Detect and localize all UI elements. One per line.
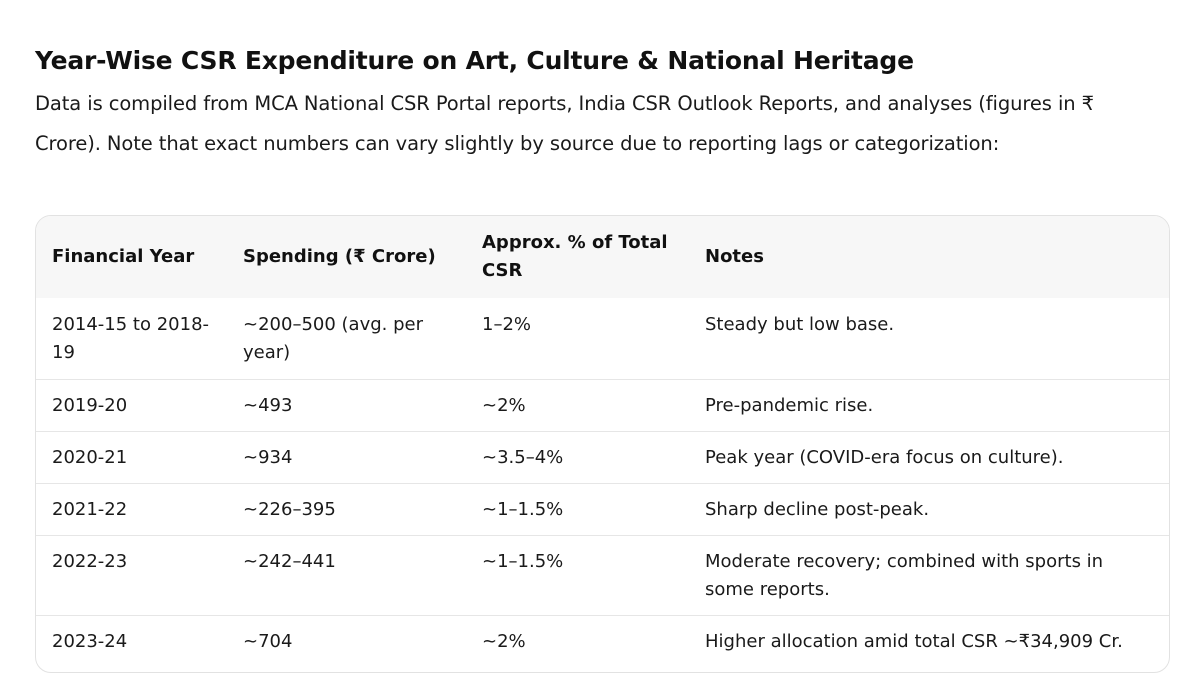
header-percent-total-csr: Approx. % of Total CSR [482, 232, 668, 281]
cell-spending: ~934 [227, 431, 466, 484]
cell-notes: Higher allocation amid total CSR ~₹34,90… [689, 615, 1169, 667]
cell-financial-year: 2019-20 [36, 379, 227, 432]
cell-spending: ~493 [227, 379, 466, 432]
cell-percent: ~2% [466, 379, 689, 432]
cell-percent: ~2% [466, 615, 689, 667]
header-notes: Notes [705, 246, 764, 267]
cell-financial-year: 2020-21 [36, 431, 227, 484]
header-financial-year: Financial Year [52, 246, 195, 267]
table-row: 2022-23 ~242–441 ~1–1.5% Moderate recove… [36, 535, 1169, 616]
header-spending: Spending (₹ Crore) [243, 246, 436, 267]
cell-notes: Sharp decline post-peak. [689, 483, 1169, 536]
cell-spending: ~200–500 (avg. per year) [243, 314, 423, 363]
cell-notes: Moderate recovery; combined with sports … [689, 535, 1169, 616]
cell-notes: Pre-pandemic rise. [689, 379, 1169, 432]
csr-table-card: Financial Year Spending (₹ Crore) Approx… [35, 215, 1170, 673]
table-row: 2020-21 ~934 ~3.5–4% Peak year (COVID-er… [36, 431, 1169, 484]
cell-percent: 1–2% [482, 314, 532, 335]
intro-paragraph: Data is compiled from MCA National CSR P… [35, 92, 1094, 155]
table-row: 2023-24 ~704 ~2% Higher allocation amid … [36, 615, 1169, 667]
cell-financial-year: 2022-23 [36, 535, 227, 616]
table-row: 2021-22 ~226–395 ~1–1.5% Sharp decline p… [36, 483, 1169, 536]
cell-financial-year: 2021-22 [36, 483, 227, 536]
page-title: Year-Wise CSR Expenditure on Art, Cultur… [35, 45, 914, 75]
cell-percent: ~1–1.5% [466, 483, 689, 536]
table-header-row: Financial Year Spending (₹ Crore) Approx… [36, 216, 1169, 298]
cell-notes: Steady but low base. [705, 314, 895, 335]
cell-spending: ~704 [227, 615, 466, 667]
cell-percent: ~1–1.5% [466, 535, 689, 616]
table-row: 2019-20 ~493 ~2% Pre-pandemic rise. [36, 379, 1169, 432]
cell-spending: ~242–441 [227, 535, 466, 616]
cell-notes: Peak year (COVID-era focus on culture). [689, 431, 1169, 484]
cell-percent: ~3.5–4% [466, 431, 689, 484]
cell-spending: ~226–395 [227, 483, 466, 536]
cell-financial-year: 2023-24 [36, 615, 227, 667]
cell-financial-year: 2014-15 to 2018-19 [52, 314, 210, 363]
table-row: 2014-15 to 2018-19 ~200–500 (avg. per ye… [36, 298, 1169, 380]
csr-expenditure-table: Financial Year Spending (₹ Crore) Approx… [36, 216, 1169, 667]
